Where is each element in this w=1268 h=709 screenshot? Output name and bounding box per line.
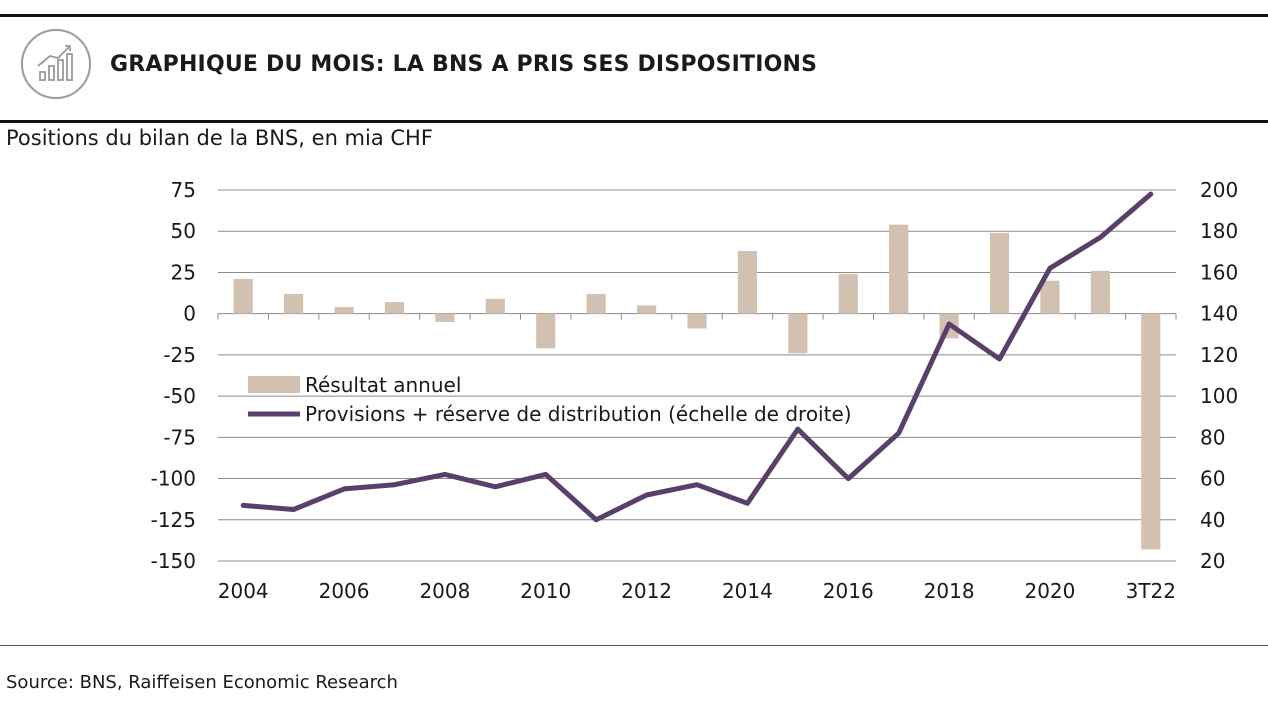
- bar: [536, 313, 556, 349]
- grid-lines: [217, 189, 1177, 562]
- x-tick-label: 3T22: [1126, 579, 1176, 603]
- y-right-tick-label: 80: [1200, 425, 1225, 449]
- y-left-tick-label: -125: [151, 508, 196, 532]
- bar: [1090, 270, 1110, 314]
- bar: [233, 279, 253, 314]
- x-tick-label: 2008: [419, 579, 470, 603]
- y-left-tick-label: -50: [163, 384, 196, 408]
- bar: [334, 307, 354, 314]
- x-ticks: 2004 2006 2008 2010 2012 2014 2016 2018 2020 3T22: [218, 579, 1176, 603]
- top-rule: [0, 14, 1268, 17]
- line-group: [240, 191, 1154, 523]
- bar: [838, 274, 858, 314]
- y-left-tick-label: 75: [171, 178, 196, 202]
- chart-canvas: 75 50 25 0 -25 -50 -75 -100 -125 -150 200 180 160 14…: [151, 178, 1239, 603]
- bar: [636, 305, 657, 314]
- legend-label-bar: Résultat annuel: [305, 373, 461, 397]
- bar: [989, 232, 1010, 314]
- y-right-tick-label: 100: [1200, 384, 1238, 408]
- bar: [384, 302, 405, 314]
- y-left-tick-label: -150: [151, 549, 196, 573]
- bar: [889, 224, 909, 314]
- page-title: GRAPHIQUE DU MOIS: LA BNS A PRIS SES DIS…: [110, 52, 818, 77]
- y-left-tick-label: 25: [171, 260, 196, 284]
- bar: [485, 298, 505, 314]
- bar: [1141, 313, 1161, 550]
- bar: [737, 251, 758, 314]
- y-right-tick-label: 120: [1200, 343, 1238, 367]
- x-tick-label: 2012: [621, 579, 672, 603]
- series-line-provisions: [240, 191, 1154, 523]
- y-left-tick-label: 0: [183, 302, 196, 326]
- legend-swatch-bar: [248, 376, 300, 393]
- y-right-tick-label: 200: [1200, 178, 1238, 202]
- x-tick-label: 2018: [924, 579, 975, 603]
- bar: [284, 293, 304, 314]
- footer-rule: [0, 645, 1268, 646]
- y-right-tick-label: 140: [1200, 302, 1238, 326]
- x-tick-label: 2004: [218, 579, 269, 603]
- bar: [586, 293, 606, 314]
- y-left-tick-label: -75: [163, 425, 196, 449]
- y-right-tick-label: 20: [1200, 549, 1225, 573]
- source-note: Source: BNS, Raiffeisen Economic Researc…: [6, 672, 398, 693]
- bar: [687, 313, 707, 329]
- bar: [435, 313, 455, 322]
- y-left-tick-label: -25: [163, 343, 196, 367]
- y-right-tick-label: 40: [1200, 508, 1225, 532]
- x-tick-label: 2010: [520, 579, 571, 603]
- y-right-ticks: 200 180 160 140 120 100 80 60 40 20: [1200, 178, 1238, 573]
- bar: [788, 313, 808, 354]
- y-left-tick-label: 50: [171, 219, 196, 243]
- y-right-tick-label: 180: [1200, 219, 1238, 243]
- chart-growth-icon: [21, 29, 91, 99]
- y-left-tick-label: -100: [151, 467, 196, 491]
- x-tick-label: 2016: [823, 579, 874, 603]
- y-right-tick-label: 160: [1200, 260, 1238, 284]
- legend-label-line: Provisions + réserve de distribution (éc…: [305, 402, 852, 426]
- x-tick-label: 2020: [1024, 579, 1075, 603]
- bars-group: [233, 224, 1161, 550]
- x-tick-label: 2014: [722, 579, 773, 603]
- legend: Résultat annuel Provisions + réserve de d…: [248, 373, 852, 426]
- chart-subtitle: Positions du bilan de la BNS, en mia CHF: [6, 126, 433, 150]
- y-left-ticks: 75 50 25 0 -25 -50 -75 -100 -125 -150: [151, 178, 196, 573]
- x-tick-label: 2006: [319, 579, 370, 603]
- bar: [1040, 280, 1060, 314]
- header-rule: [0, 120, 1268, 123]
- y-right-tick-label: 60: [1200, 467, 1225, 491]
